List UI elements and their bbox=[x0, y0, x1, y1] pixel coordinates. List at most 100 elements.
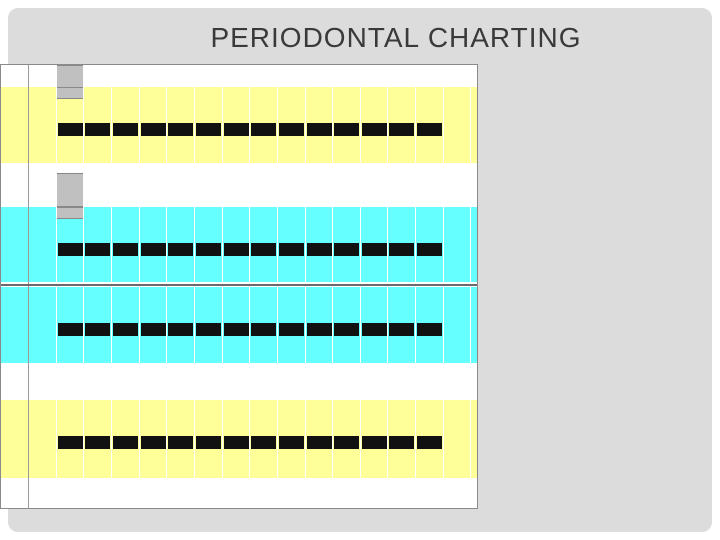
column-separator bbox=[470, 65, 472, 508]
tooth-number-bottom-4 bbox=[112, 486, 140, 508]
column-separator bbox=[442, 65, 444, 508]
gingival-margin-box bbox=[195, 123, 221, 136]
gingival-margin-box bbox=[334, 123, 360, 136]
gingival-margin-box bbox=[251, 436, 277, 449]
gingival-margin-box bbox=[57, 123, 83, 136]
gingival-margin-box bbox=[57, 436, 83, 449]
column-separator bbox=[138, 65, 140, 508]
tooth-number-top-6 bbox=[167, 65, 195, 87]
column-separator bbox=[83, 65, 85, 508]
gingival-margin-box bbox=[278, 323, 304, 336]
tooth-number-top-9 bbox=[250, 65, 278, 87]
gingival-margin-box bbox=[251, 243, 277, 256]
column-separator bbox=[55, 65, 57, 508]
column-separator bbox=[332, 65, 334, 508]
gingival-margin-box bbox=[85, 436, 111, 449]
tooth-number-bottom-6 bbox=[167, 486, 195, 508]
tooth-number-top-4 bbox=[112, 65, 140, 87]
gingival-margin-box bbox=[334, 243, 360, 256]
column-separator bbox=[276, 65, 278, 508]
tooth-number-top-1 bbox=[29, 65, 57, 87]
gingival-margin-box bbox=[417, 323, 443, 336]
gingival-margin-box bbox=[112, 243, 138, 256]
tooth-2-pd-highlight bbox=[55, 87, 85, 99]
gingival-margin-box bbox=[85, 323, 111, 336]
tooth-number-bottom-2 bbox=[57, 486, 85, 508]
gingival-margin-box bbox=[361, 436, 387, 449]
gingival-margin-box bbox=[140, 323, 166, 336]
tooth-number-top-10 bbox=[278, 65, 306, 87]
gingival-margin-box bbox=[334, 436, 360, 449]
gingival-margin-box bbox=[140, 123, 166, 136]
tooth-number-top-14 bbox=[388, 65, 416, 87]
column-separator bbox=[193, 65, 195, 508]
gingival-margin-box bbox=[278, 436, 304, 449]
column-separator bbox=[221, 65, 223, 508]
tooth-number-bottom-13 bbox=[361, 486, 389, 508]
column-separator bbox=[387, 65, 389, 508]
gingival-margin-box bbox=[251, 323, 277, 336]
gingival-margin-box bbox=[417, 123, 443, 136]
tooth-number-bottom-5 bbox=[140, 486, 168, 508]
periodontal-chart bbox=[0, 64, 478, 509]
tooth-number-top-15 bbox=[416, 65, 444, 87]
tooth-number-top-3 bbox=[84, 65, 112, 87]
column-separator bbox=[166, 65, 168, 508]
gingival-margin-box bbox=[168, 436, 194, 449]
tooth-number-top-2 bbox=[57, 65, 85, 87]
gingival-margin-box bbox=[361, 243, 387, 256]
gingival-margin-box bbox=[389, 436, 415, 449]
tooth-2-fg-highlight bbox=[55, 173, 85, 207]
tooth-number-bottom-10 bbox=[278, 486, 306, 508]
tooth-number-top-5 bbox=[140, 65, 168, 87]
gingival-margin-box bbox=[140, 436, 166, 449]
gingival-margin-box bbox=[195, 323, 221, 336]
tooth-number-bottom-7 bbox=[195, 486, 223, 508]
gingival-margin-box bbox=[168, 323, 194, 336]
tooth-number-bottom-0 bbox=[1, 486, 29, 508]
gingival-margin-box bbox=[389, 243, 415, 256]
tooth-number-top-8 bbox=[223, 65, 251, 87]
gingival-margin-box bbox=[112, 323, 138, 336]
tooth-number-bottom-12 bbox=[333, 486, 361, 508]
tooth-number-top-7 bbox=[195, 65, 223, 87]
gingival-margin-box bbox=[417, 436, 443, 449]
tooth-number-top-12 bbox=[333, 65, 361, 87]
tooth-number-top-0 bbox=[1, 65, 29, 87]
column-separator bbox=[28, 65, 29, 508]
gingival-margin-box bbox=[85, 243, 111, 256]
column-separator bbox=[249, 65, 251, 508]
gingival-margin-box bbox=[223, 243, 249, 256]
gingival-margin-box bbox=[112, 436, 138, 449]
section-3-fg-rows bbox=[1, 363, 477, 400]
gingival-margin-box bbox=[112, 123, 138, 136]
tooth-number-bottom-16 bbox=[444, 486, 472, 508]
tooth-number-row-bottom-bg bbox=[1, 486, 477, 508]
column-separator bbox=[304, 65, 306, 508]
gingival-margin-box bbox=[168, 243, 194, 256]
gingival-margin-box bbox=[306, 323, 332, 336]
gingival-margin-box bbox=[57, 243, 83, 256]
tooth-number-bottom-14 bbox=[388, 486, 416, 508]
tooth-number-bottom-1 bbox=[29, 486, 57, 508]
gingival-margin-box bbox=[306, 243, 332, 256]
gingival-margin-box bbox=[223, 436, 249, 449]
column-separator bbox=[415, 65, 417, 508]
gingival-margin-box bbox=[57, 323, 83, 336]
gingival-margin-box bbox=[417, 243, 443, 256]
gingival-margin-box bbox=[195, 243, 221, 256]
gingival-margin-box bbox=[306, 123, 332, 136]
gingival-margin-box bbox=[361, 123, 387, 136]
gingival-margin-box bbox=[223, 323, 249, 336]
column-separator bbox=[359, 65, 361, 508]
tooth-number-bottom-11 bbox=[306, 486, 334, 508]
gingival-margin-box bbox=[223, 123, 249, 136]
gingival-margin-box bbox=[278, 123, 304, 136]
tooth-number-bottom-9 bbox=[250, 486, 278, 508]
tooth-number-bottom-15 bbox=[416, 486, 444, 508]
tooth-number-top-11 bbox=[306, 65, 334, 87]
gingival-margin-box bbox=[389, 323, 415, 336]
tooth-number-bottom-8 bbox=[223, 486, 251, 508]
gingival-margin-box bbox=[334, 323, 360, 336]
section-4-white-gap bbox=[1, 478, 477, 486]
